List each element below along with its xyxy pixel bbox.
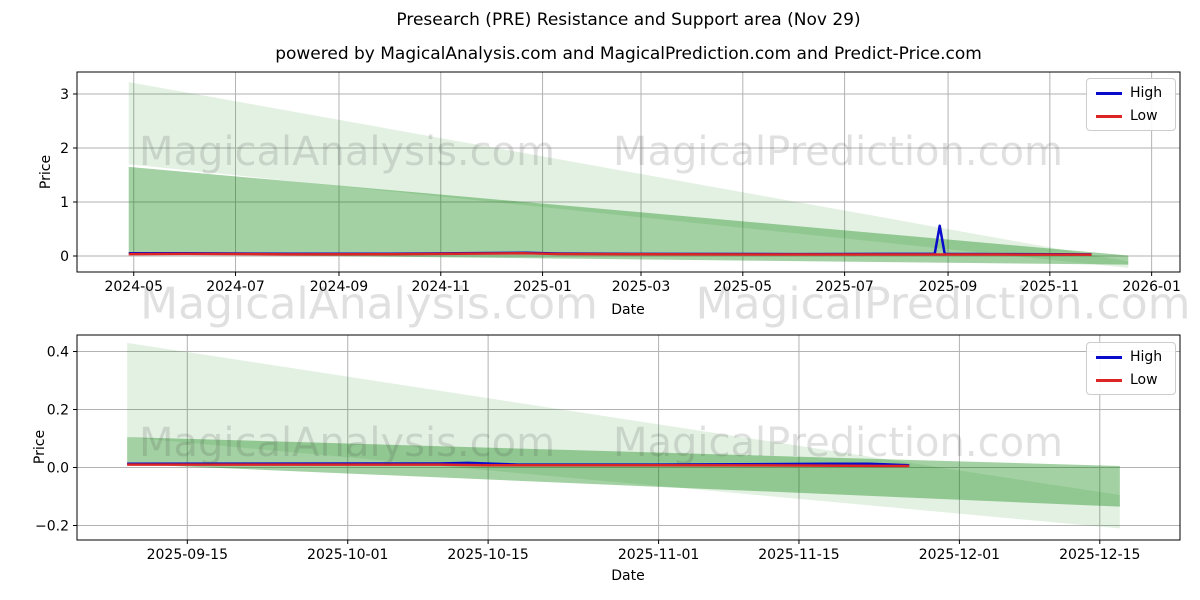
x-tick-label: 2025-09-15: [147, 547, 228, 563]
figure-title: Presearch (PRE) Resistance and Support a…: [396, 10, 861, 30]
legend-line-low-icon: [1096, 114, 1122, 118]
x-tick-label: 2025-11-15: [758, 547, 839, 563]
x-axis-label-bottom: Date: [611, 568, 645, 584]
y-tick-label: 1: [60, 195, 69, 211]
legend-bottom-chart: High Low: [1086, 342, 1176, 395]
y-axis-label-top: Price: [38, 154, 54, 190]
x-tick-label: 2025-10-15: [447, 547, 528, 563]
y-tick-label: 3: [60, 87, 69, 103]
x-tick-label: 2025-12-15: [1059, 547, 1140, 563]
band-support-area: [127, 437, 1120, 507]
plot-border: [76, 334, 1181, 541]
band-resistance-area: [127, 342, 1120, 529]
chart-long-range-forecast: 2024-05 2024-07 2024-09 2024-11 2025-01 2025-…: [60, 71, 1181, 295]
x-tick-label: 2025-07: [815, 279, 874, 295]
x-tick-label: 2026-01: [1122, 279, 1181, 295]
x-tick-label: 2025-12-01: [919, 547, 1000, 563]
legend-label-low: Low: [1130, 372, 1158, 388]
legend-label-high: High: [1130, 349, 1163, 365]
legend-row-high: High: [1096, 86, 1166, 100]
x-tick-label: 2025-05: [714, 279, 773, 295]
x-axis-label-top: Date: [611, 302, 645, 318]
chart-recent-forecast: 2025-09-15 2025-10-01 2025-10-15 2025-11-01…: [35, 334, 1181, 563]
y-tick-label: 0.0: [47, 461, 69, 477]
x-tick-label: 2025-01: [513, 279, 572, 295]
plot-border: [76, 71, 1181, 273]
x-tick-label: 2025-11-01: [618, 547, 699, 563]
y-tick-label: 0: [60, 249, 69, 265]
band-support-area: [128, 166, 1129, 265]
legend-line-low-icon: [1096, 378, 1122, 382]
legend-line-high-icon: [1096, 91, 1122, 95]
series-line-low: [127, 463, 910, 468]
x-tick-label: 2025-11: [1021, 279, 1080, 295]
y-tick-label: −0.2: [35, 519, 69, 535]
legend-label-low: Low: [1130, 108, 1158, 124]
y-tick-label: 0.2: [47, 403, 69, 419]
legend-row-high: High: [1096, 350, 1166, 364]
series-line-low: [128, 252, 1092, 256]
x-tick-label: 2025-10-01: [307, 547, 388, 563]
legend-top-chart: High Low: [1086, 78, 1176, 131]
legend-line-high-icon: [1096, 355, 1122, 359]
y-tick-label: 2: [60, 141, 69, 157]
y-tick-label: 0.4: [47, 345, 69, 361]
x-tick-label: 2025-09: [919, 279, 978, 295]
figure-subtitle: powered by MagicalAnalysis.com and Magic…: [275, 44, 982, 64]
x-tick-label: 2024-09: [310, 279, 369, 295]
legend-row-low: Low: [1096, 109, 1166, 123]
x-tick-label: 2024-11: [412, 279, 471, 295]
x-tick-label: 2024-07: [206, 279, 265, 295]
legend-row-low: Low: [1096, 373, 1166, 387]
legend-label-high: High: [1130, 85, 1163, 101]
x-tick-label: 2024-05: [104, 279, 163, 295]
x-tick-label: 2025-03: [612, 279, 671, 295]
y-axis-label-bottom: Price: [32, 429, 48, 465]
band-resistance-area: [128, 82, 1129, 268]
